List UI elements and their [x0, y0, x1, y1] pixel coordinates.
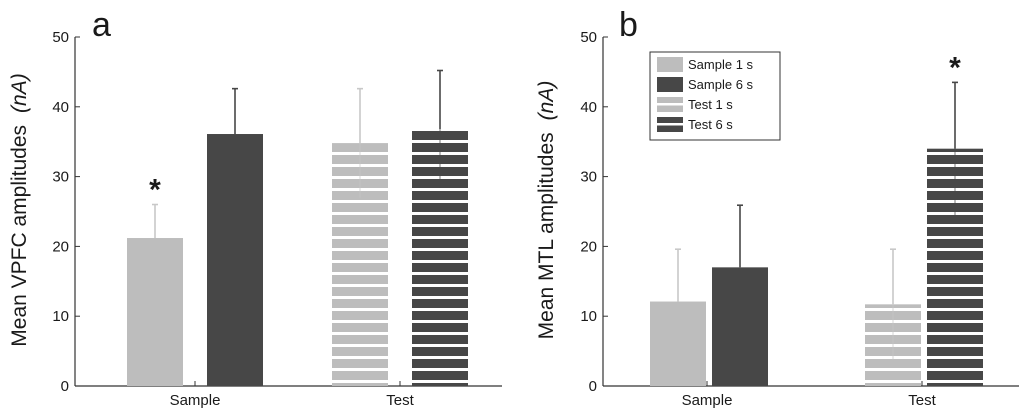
significance-star-b: *: [949, 51, 961, 84]
significance-star-a: *: [149, 174, 161, 207]
x-tick-label-a-sample: Sample: [170, 392, 221, 409]
legend-entry-test-1s: Test 1 s: [657, 97, 733, 112]
y-tick-label-b-0: 0: [589, 378, 597, 395]
y-tick-label-b-20: 20: [580, 238, 597, 255]
legend-entry-test-6s: Test 6 s: [657, 117, 733, 132]
legend-entry-sample-6s: Sample 6 s: [657, 77, 754, 92]
legend-swatch-test-6s-stripe: [657, 123, 683, 126]
panel-letter-a: a: [92, 6, 111, 44]
y-axis-unit-b: (nA): [535, 81, 558, 121]
legend-label-test-6s: Test 6 s: [688, 117, 733, 132]
y-tick-label-b-50: 50: [580, 29, 597, 46]
panel-letter-b: b: [619, 6, 638, 44]
legend-swatch-test-1s-stripe: [657, 103, 683, 106]
y-axis-title-a: Mean VPFC amplitudes (nA): [8, 73, 31, 346]
y-axis-title-text-b: Mean MTL amplitudes: [535, 132, 558, 339]
legend-label-sample-6s: Sample 6 s: [688, 77, 754, 92]
panel-a: a Mean VPFC amplitudes (nA) 0 10 20 30 40 50 Sa…: [8, 6, 502, 409]
y-tick-label-b-30: 30: [580, 169, 597, 186]
y-axis-title-b: Mean MTL amplitudes (nA): [535, 81, 558, 340]
y-tick-label-a-30: 30: [52, 169, 69, 186]
bar-a-sample-1s: [127, 238, 183, 386]
y-tick-label-b-10: 10: [580, 308, 597, 325]
y-axis-title-text-a: Mean VPFC amplitudes: [8, 125, 31, 347]
legend-label-test-1s: Test 1 s: [688, 97, 733, 112]
legend-swatch-sample-1s: [657, 57, 683, 72]
y-tick-label-a-10: 10: [52, 308, 69, 325]
bar-a-sample-6s: [207, 134, 263, 386]
y-tick-label-a-40: 40: [52, 99, 69, 116]
x-tick-label-b-sample: Sample: [682, 392, 733, 409]
legend: Sample 1 s Sample 6 s Test 1 s Test 6 s: [649, 51, 781, 141]
y-axis-unit-a: (nA): [8, 73, 31, 113]
y-tick-label-a-20: 20: [52, 238, 69, 255]
y-tick-label-a-50: 50: [52, 29, 69, 46]
bar-b-sample-1s: [650, 301, 706, 386]
legend-swatch-sample-6s: [657, 77, 683, 92]
panel-b: b Mean MTL amplitudes (nA) 0 10 20 30 40 50 Sam…: [535, 6, 1019, 409]
y-tick-label-a-0: 0: [61, 378, 69, 395]
y-tick-label-b-40: 40: [580, 99, 597, 116]
legend-label-sample-1s: Sample 1 s: [688, 57, 754, 72]
bar-b-sample-6s: [712, 267, 768, 386]
x-tick-label-b-test: Test: [908, 392, 936, 409]
x-tick-label-a-test: Test: [386, 392, 414, 409]
legend-entry-sample-1s: Sample 1 s: [657, 57, 754, 72]
